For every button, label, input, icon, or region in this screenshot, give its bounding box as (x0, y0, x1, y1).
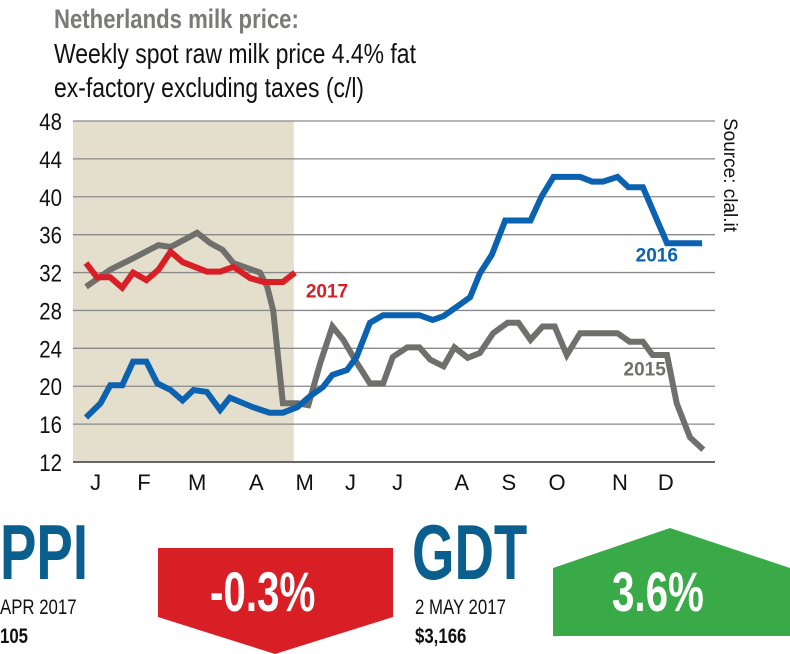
series-line-2016 (83, 173, 703, 420)
series-label-2015: 2015 (624, 359, 667, 380)
x-tick-label: F (137, 470, 150, 495)
ppi-change: -0.3% (210, 560, 316, 623)
milk-price-chart: 12 16 20 24 28 32 36 40 44 48 J F M A M J J A S O N D 2015 2016… (39, 108, 740, 495)
gdt-period: 2 MAY 2017 (415, 596, 506, 619)
series-label-2017: 2017 (306, 282, 348, 303)
ppi-label: PPI (0, 508, 89, 596)
y-tick-label: 36 (39, 222, 62, 249)
x-tick-label: S (501, 470, 516, 495)
source-label: Source: clal.it (719, 118, 740, 233)
x-tick-label: J (345, 470, 356, 495)
x-tick-label: A (249, 470, 264, 495)
x-tick-label: M (295, 470, 313, 495)
y-tick-label: 32 (39, 260, 62, 287)
gdt-label: GDT (412, 508, 528, 596)
chart-title: Netherlands milk price: (54, 4, 299, 34)
x-tick-label: A (454, 470, 469, 495)
x-tick-label: O (549, 470, 566, 495)
y-tick-label: 20 (39, 374, 62, 401)
x-tick-label: N (612, 470, 628, 495)
x-tick-label: D (658, 470, 674, 495)
y-tick-label: 40 (39, 184, 62, 211)
series-line-2015 (84, 229, 706, 452)
chart-subtitle-line-2: ex-factory excluding taxes (c/l) (54, 72, 365, 103)
ppi-period: APR 2017 (0, 596, 77, 619)
gdt-value: $3,166 (415, 625, 467, 648)
x-tick-label: M (188, 470, 206, 495)
shaded-period (73, 121, 294, 462)
y-tick-label: 44 (39, 146, 62, 173)
y-tick-label: 48 (39, 108, 62, 135)
series-label-2016: 2016 (636, 246, 678, 267)
y-tick-label: 12 (39, 449, 62, 476)
y-tick-label: 16 (39, 412, 62, 439)
x-tick-label: J (392, 470, 403, 495)
x-tick-label: J (90, 470, 101, 495)
series-line-2017 (83, 247, 297, 293)
ppi-value: 105 (0, 625, 29, 648)
y-tick-label: 24 (39, 336, 62, 363)
gdt-change: 3.6% (612, 560, 704, 623)
chart-subtitle-line-1: Weekly spot raw milk price 4.4% fat (54, 38, 416, 69)
y-tick-label: 28 (39, 298, 62, 325)
